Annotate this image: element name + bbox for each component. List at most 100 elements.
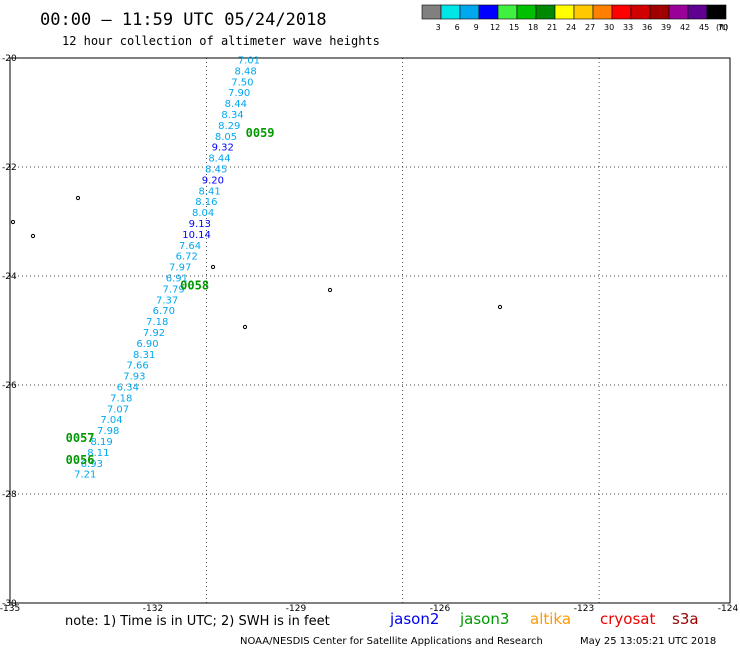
- footer-source: NOAA/NESDIS Center for Satellite Applica…: [240, 636, 543, 647]
- swh-value-label: 8.16: [195, 197, 217, 208]
- legend-swatch: [611, 4, 632, 20]
- legend-swatch: [535, 4, 556, 20]
- swh-value-label: 7.01: [238, 55, 260, 66]
- swh-value-label: 6.90: [136, 339, 158, 350]
- swh-value-label: 8.05: [215, 132, 237, 143]
- legend-label: 70: [718, 23, 728, 32]
- legend-swatch: [554, 4, 575, 20]
- chart-subtitle: 12 hour collection of altimeter wave hei…: [62, 34, 380, 48]
- grid-lines: [10, 58, 730, 603]
- pass-time-label: 0057: [66, 431, 95, 445]
- swh-value-label: 7.66: [127, 361, 149, 372]
- legend-label: 12: [490, 23, 500, 32]
- legend-label: 6: [455, 23, 460, 32]
- swh-value-label: 7.79: [163, 284, 185, 295]
- swh-value-label: 7.92: [143, 328, 165, 339]
- satellite-name: s3a: [672, 610, 699, 628]
- swh-value-label: 7.90: [228, 88, 250, 99]
- chart-title: 00:00 – 11:59 UTC 05/24/2018: [40, 10, 327, 30]
- y-tick-label: -30: [2, 599, 17, 609]
- island-icon: [75, 195, 81, 201]
- legend-label: 3: [436, 23, 441, 32]
- x-tick-label: -129: [286, 604, 307, 614]
- swh-value-label: 9.32: [212, 143, 234, 154]
- y-tick-label: -22: [2, 163, 17, 173]
- swh-value-label: 6.72: [176, 252, 198, 263]
- data-marks: 7.018.487.507.908.448.348.298.059.328.44…: [66, 55, 275, 481]
- swh-value-label: 8.11: [87, 448, 109, 459]
- legend-label: 33: [623, 23, 633, 32]
- legend-label: 15: [509, 23, 519, 32]
- legend-label: 39: [661, 23, 671, 32]
- swh-value-label: 7.21: [74, 470, 96, 481]
- legend-unit: (ft): [716, 23, 728, 32]
- x-tick-label: -124: [718, 604, 739, 614]
- swh-value-label: 7.18: [110, 393, 132, 404]
- legend-label: 30: [604, 23, 614, 32]
- island-icon: [242, 324, 248, 330]
- pass-time-label: 0056: [66, 453, 95, 467]
- legend-swatch: [440, 4, 461, 20]
- footer-timestamp: May 25 13:05:21 UTC 2018: [580, 636, 716, 647]
- swh-value-label: 8.45: [205, 164, 227, 175]
- swh-value-label: 8.34: [221, 110, 243, 121]
- legend-swatch: [649, 4, 670, 20]
- swh-value-label: 8.44: [208, 154, 230, 165]
- legend-swatch: [478, 4, 499, 20]
- axis-ticks: -135 -132 -129 -126 -123 -124 -20 -22 -24 -26 -28 -…: [0, 54, 738, 614]
- color-legend: 3 6 9 12 15 18 21 24 27 30 33 36 39 42 45 70(ft): [421, 4, 728, 32]
- x-tick-label: -123: [574, 604, 594, 614]
- satellite-name: altika: [530, 610, 571, 628]
- y-tick-label: -24: [2, 272, 17, 282]
- legend-swatch: [706, 4, 727, 20]
- legend-label: 21: [547, 23, 557, 32]
- swh-value-label: 7.04: [100, 415, 122, 426]
- swh-value-label: 6.34: [117, 382, 139, 393]
- island-markers: [10, 195, 503, 330]
- legend-swatch: [497, 4, 518, 20]
- swh-value-label: 9.20: [202, 175, 224, 186]
- island-icon: [10, 219, 16, 225]
- x-tick-label: -135: [0, 604, 20, 614]
- island-icon: [210, 264, 216, 270]
- legend-swatch: [630, 4, 651, 20]
- legend-label: 36: [642, 23, 652, 32]
- swh-value-label: 6.70: [153, 306, 175, 317]
- map-plot-area: -135 -132 -129 -126 -123 -124 -20 -22 -24 -26 -28 -…: [0, 54, 738, 614]
- legend-swatch: [459, 4, 480, 20]
- swh-value-label: 8.44: [225, 99, 247, 110]
- pass-time-label: 0058: [180, 279, 209, 293]
- swh-value-label: 9.13: [189, 219, 211, 230]
- legend-label: 45: [699, 23, 709, 32]
- y-tick-label: -20: [2, 54, 17, 64]
- legend-label: 9: [474, 23, 479, 32]
- swh-value-label: 7.50: [231, 77, 253, 88]
- legend-label: 18: [528, 23, 538, 32]
- swh-value-label: 10.14: [182, 230, 211, 241]
- legend-label: 27: [585, 23, 595, 32]
- legend-label: 24: [566, 23, 576, 32]
- swh-value-label: 7.07: [107, 404, 129, 415]
- swh-value-label: 8.19: [91, 437, 113, 448]
- units-note: note: 1) Time is in UTC; 2) SWH is in fe…: [65, 614, 330, 629]
- swh-value-label: 8.48: [235, 66, 257, 77]
- legend-swatch: [592, 4, 613, 20]
- pass-time-label: 0059: [246, 126, 275, 140]
- legend-label: 42: [680, 23, 690, 32]
- swh-value-label: 8.04: [192, 208, 214, 219]
- legend-swatch: [421, 4, 442, 20]
- y-tick-label: -28: [2, 490, 17, 500]
- swh-value-label: 7.64: [179, 241, 201, 252]
- swh-value-label: 8.29: [218, 121, 240, 132]
- island-icon: [30, 233, 36, 239]
- legend-swatch: [668, 4, 689, 20]
- legend-swatch: [516, 4, 537, 20]
- swh-value-label: 7.93: [123, 372, 145, 383]
- satellite-name: jason3: [459, 610, 509, 628]
- plot-frame: [9, 57, 731, 604]
- satellite-legend: jason2 jason3 altika cryosat s3a: [389, 610, 699, 628]
- satellite-name: cryosat: [600, 610, 655, 628]
- swh-value-label: 6.93: [81, 459, 103, 470]
- island-icon: [327, 287, 333, 293]
